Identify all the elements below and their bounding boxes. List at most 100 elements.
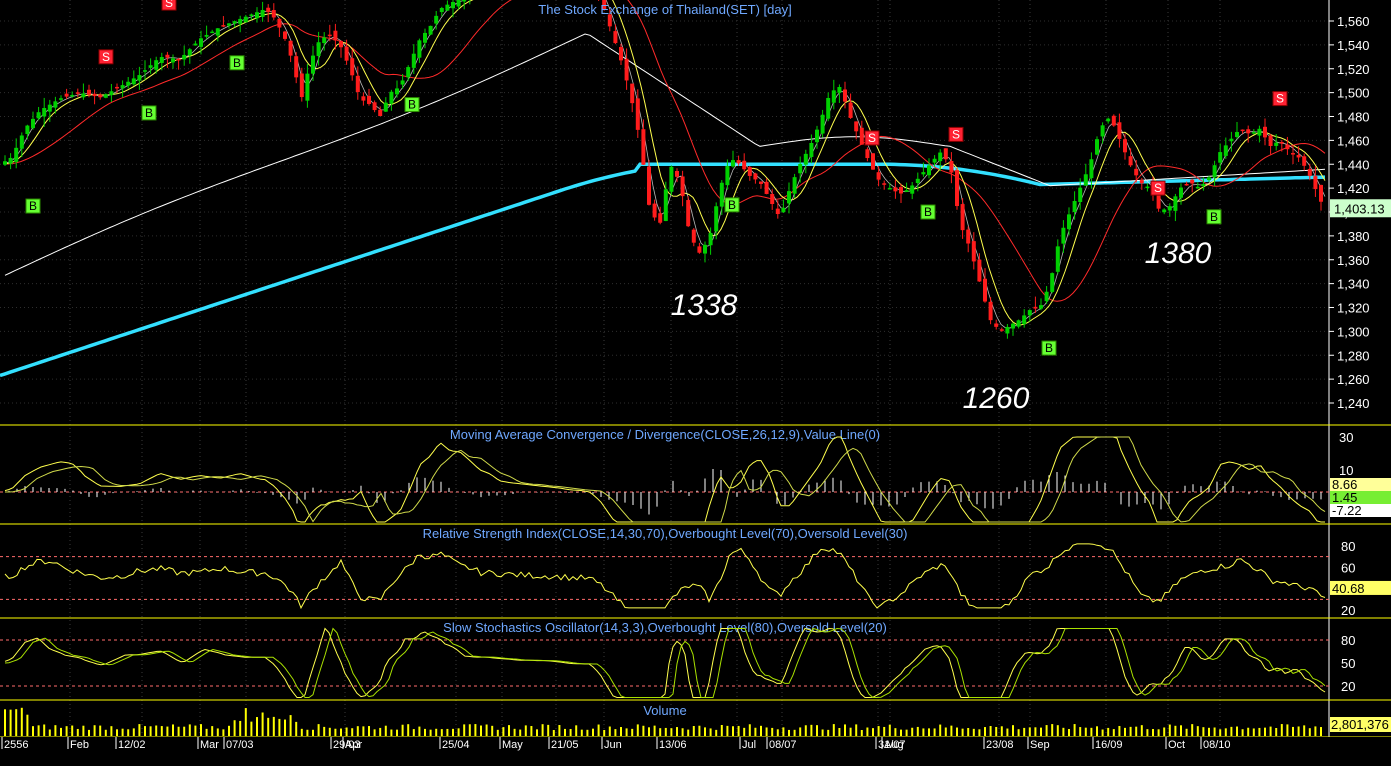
buy-signal-marker: B — [920, 204, 936, 220]
candle-down — [686, 200, 691, 227]
price-tick-label: 1,420 — [1337, 181, 1370, 196]
price-tick-label: 1,440 — [1337, 157, 1370, 172]
sell-signal-marker: S — [161, 0, 177, 11]
buy-signal-marker: B — [25, 198, 41, 214]
candle-down — [613, 31, 618, 44]
candle-up — [120, 85, 125, 89]
date-axis-bg — [0, 737, 1391, 766]
candle-up — [1173, 196, 1178, 211]
candle-up — [311, 55, 315, 74]
candle-up — [19, 135, 24, 149]
candle-down — [865, 149, 870, 159]
candle-down — [87, 89, 91, 95]
volume-panel-title: Volume — [643, 703, 686, 718]
candle-up — [669, 166, 674, 192]
candle-down — [747, 167, 752, 176]
candle-up — [1100, 125, 1105, 137]
candle-down — [652, 203, 657, 218]
candle-down — [165, 54, 170, 58]
candle-down — [277, 18, 282, 28]
candle-down — [983, 278, 987, 302]
svg-text:S: S — [1276, 92, 1284, 106]
sell-signal-marker: S — [98, 49, 114, 65]
macd-value-label: 1.45 — [1332, 490, 1357, 505]
candle-down — [764, 181, 769, 194]
date-tick-label: 21/05 — [551, 739, 579, 751]
candle-up — [1089, 159, 1094, 179]
svg-text:B: B — [728, 198, 736, 212]
candle-down — [1156, 192, 1161, 209]
candle-down — [176, 58, 181, 61]
candle-down — [98, 94, 103, 98]
candle-up — [148, 65, 153, 68]
date-tick-label: 16/09 — [1095, 739, 1123, 751]
date-tick-label: 13/06 — [659, 739, 687, 751]
candle-down — [999, 329, 1004, 331]
candle-up — [1179, 187, 1183, 198]
candle-down — [1033, 306, 1038, 309]
date-tick-label: Sep — [1030, 739, 1050, 751]
candle-down — [1307, 168, 1312, 176]
buy-signal-marker: B — [141, 105, 157, 121]
candle-up — [210, 31, 215, 34]
candle-down — [299, 73, 304, 98]
svg-text:B: B — [233, 56, 241, 70]
candle-down — [283, 31, 287, 39]
candle-up — [305, 73, 310, 101]
candle-up — [1218, 152, 1223, 163]
candle-down — [988, 301, 993, 321]
candle-down — [966, 229, 971, 244]
volume-value-label: 2,801,376 — [1331, 717, 1389, 732]
candle-up — [1067, 214, 1071, 230]
candle-up — [1212, 165, 1217, 178]
candle-down — [294, 56, 299, 78]
candle-down — [971, 241, 976, 262]
date-tick-label: 12/02 — [118, 739, 146, 751]
candle-up — [215, 28, 220, 36]
candle-up — [462, 0, 467, 2]
candle-down — [647, 166, 651, 205]
candle-up — [445, 4, 450, 11]
candle-down — [367, 95, 371, 104]
candle-up — [1022, 315, 1027, 325]
candle-up — [42, 108, 47, 117]
candle-down — [854, 121, 859, 132]
macd-value-badge — [1330, 478, 1391, 491]
candle-up — [1106, 118, 1111, 122]
candle-up — [434, 15, 439, 24]
candle-up — [703, 244, 707, 254]
candle-up — [243, 16, 248, 23]
price-tick-label: 1,520 — [1337, 62, 1370, 77]
candle-up — [887, 188, 892, 190]
candle-down — [994, 323, 999, 327]
candle-up — [389, 91, 394, 104]
rsi-tick-label: 60 — [1341, 560, 1355, 575]
candle-down — [266, 7, 271, 13]
sell-signal-marker: S — [948, 126, 964, 142]
ma-mid-line — [4, 33, 1326, 276]
candle-up — [255, 12, 259, 19]
candle-up — [8, 157, 13, 164]
candle-down — [1134, 168, 1139, 176]
date-tick-label: Apr — [345, 739, 362, 751]
stoch-tick-label: 20 — [1341, 679, 1355, 694]
candle-up — [456, 0, 461, 7]
candle-down — [361, 96, 366, 101]
candle-up — [826, 97, 831, 119]
candle-up — [1055, 246, 1060, 272]
candle-up — [910, 185, 915, 194]
candle-down — [641, 129, 646, 165]
candle-down — [859, 127, 864, 145]
candle-down — [1279, 142, 1284, 144]
candle-up — [719, 182, 724, 207]
ma-fast-line — [4, 0, 1326, 326]
ma-long-line — [0, 162, 1326, 378]
candle-down — [630, 83, 635, 104]
candle-up — [820, 114, 825, 134]
candle-up — [1078, 187, 1083, 203]
candle-up — [199, 38, 203, 47]
candle-up — [1223, 145, 1228, 156]
macd-value-label: 8.66 — [1332, 477, 1357, 492]
candle-up — [781, 207, 786, 213]
